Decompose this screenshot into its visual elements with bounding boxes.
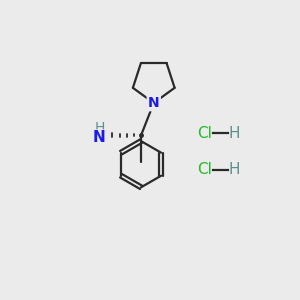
Text: N: N (148, 96, 160, 110)
Text: H: H (94, 122, 105, 135)
Text: H: H (229, 125, 240, 140)
Text: N: N (93, 130, 106, 145)
Text: Cl: Cl (197, 163, 212, 178)
Text: H: H (229, 163, 240, 178)
Text: Cl: Cl (197, 125, 212, 140)
